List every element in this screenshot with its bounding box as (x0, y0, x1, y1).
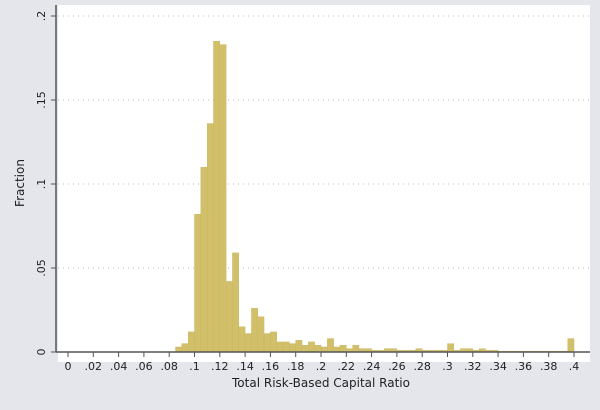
x-tick-label: .3 (442, 360, 453, 373)
histogram-bar (206, 123, 214, 353)
histogram-bar (219, 44, 227, 353)
x-tick-label: .1 (189, 360, 200, 373)
x-tick-label: .4 (569, 360, 580, 373)
x-tick-label: .14 (236, 360, 254, 373)
histogram-bar (289, 343, 296, 353)
histogram-bar (244, 333, 252, 353)
histogram-bar (175, 346, 183, 353)
x-axis-label: Total Risk-Based Capital Ratio (231, 376, 410, 390)
x-tick-label: .28 (413, 360, 431, 373)
x-tick-label: .32 (464, 360, 482, 373)
histogram-bar (327, 338, 334, 353)
x-tick-label: .08 (160, 360, 178, 373)
histogram-bar (263, 333, 271, 353)
x-tick-label: .38 (540, 360, 558, 373)
histogram-bar (308, 341, 315, 353)
histogram-bar (270, 331, 277, 353)
histogram-bar (200, 166, 208, 353)
x-tick-label: .24 (363, 360, 381, 373)
histogram-bar (181, 343, 189, 353)
histogram-bar (194, 214, 202, 353)
x-tick-label: .2 (316, 360, 327, 373)
histogram-bar (320, 346, 328, 353)
y-tick-label: .05 (35, 259, 48, 277)
y-tick-label: .2 (35, 11, 48, 22)
x-tick-label: .16 (262, 360, 280, 373)
histogram-bar (567, 338, 575, 353)
y-tick-label: 0 (35, 349, 48, 356)
x-tick-label: .26 (388, 360, 406, 373)
x-tick-label: .18 (287, 360, 305, 373)
x-tick-label: .02 (85, 360, 103, 373)
x-tick-label: .12 (211, 360, 229, 373)
histogram-bar (301, 345, 309, 353)
x-tick-label: .36 (515, 360, 533, 373)
y-tick-label: .15 (35, 91, 48, 109)
x-tick-label: .22 (338, 360, 356, 373)
histogram-bar (251, 308, 258, 353)
histogram-bar (276, 341, 284, 353)
histogram-bar (352, 345, 360, 353)
x-tick-label: .04 (110, 360, 128, 373)
y-axis-label: Fraction (13, 159, 27, 207)
histogram-bar (447, 343, 455, 353)
histogram-bar (238, 326, 246, 353)
histogram-bar (232, 252, 239, 353)
x-tick-label: .06 (135, 360, 153, 373)
histogram-bar (295, 340, 303, 353)
histogram-bar (257, 316, 265, 353)
histogram-bar (282, 341, 290, 353)
histogram-bar (314, 345, 322, 353)
histogram-bar (213, 41, 221, 353)
histogram-bar (225, 281, 233, 353)
histogram-bar (339, 345, 347, 353)
x-tick-label: 0 (65, 360, 72, 373)
histogram-bar (333, 346, 341, 353)
x-tick-label: .34 (489, 360, 507, 373)
histogram-bar (187, 331, 195, 353)
y-tick-label: .1 (35, 179, 48, 190)
